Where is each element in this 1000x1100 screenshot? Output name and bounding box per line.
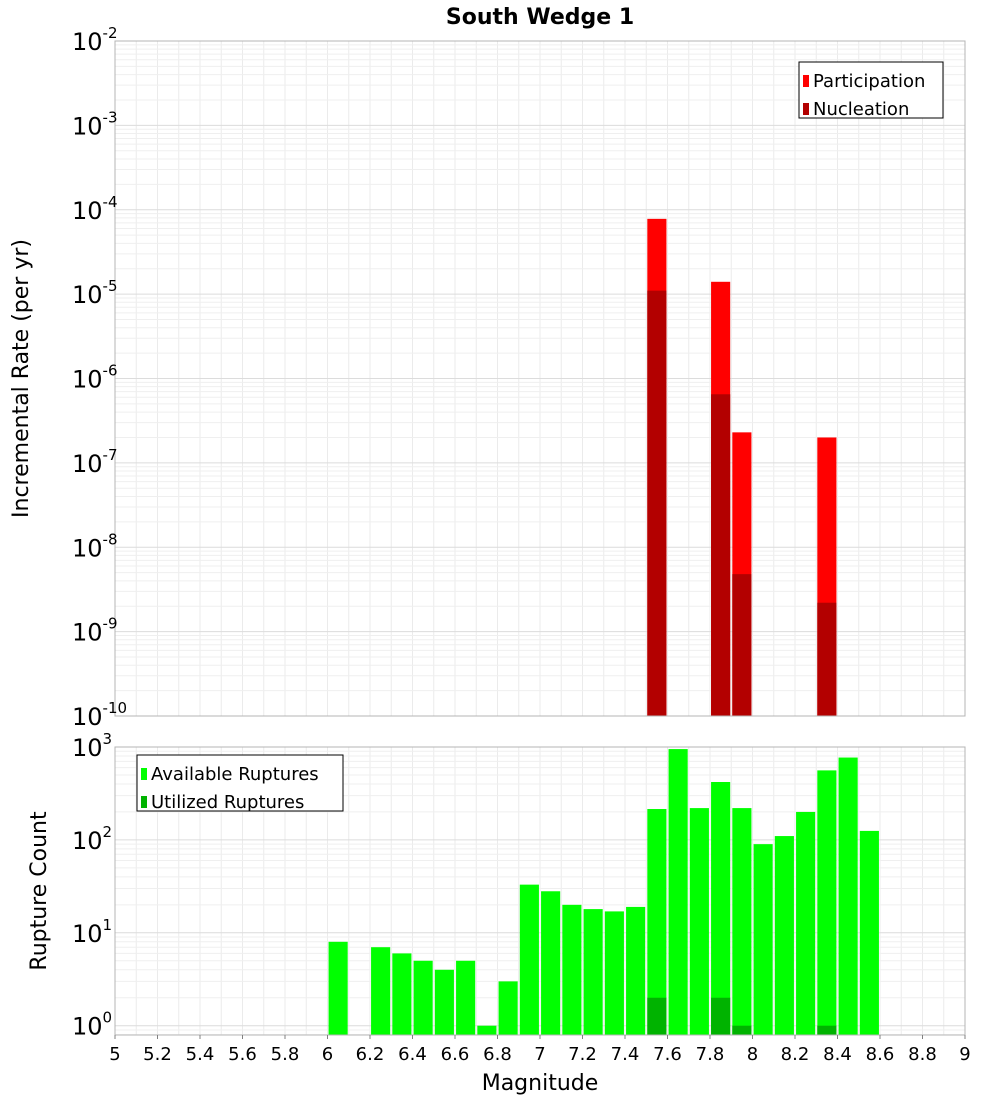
x-tick-label: 6.8 — [483, 1044, 512, 1065]
x-tick-label: 5.6 — [228, 1044, 257, 1065]
x-tick-label: 7 — [534, 1044, 545, 1065]
y-tick-label: 102 — [72, 823, 112, 855]
bar-available-ruptures — [434, 969, 454, 1035]
legend-label: Utilized Ruptures — [151, 792, 304, 813]
y-tick-label: 10-6 — [72, 362, 118, 394]
bar-available-ruptures — [541, 891, 561, 1035]
bar-nucleation — [647, 290, 667, 716]
x-tick-label: 6.6 — [441, 1044, 470, 1065]
plot-frame — [114, 40, 966, 717]
legend-box — [798, 61, 944, 119]
legend-label: Nucleation — [813, 99, 909, 120]
bar-available-ruptures — [562, 904, 582, 1035]
bar-available-ruptures — [498, 981, 518, 1035]
bar-available-ruptures — [371, 947, 391, 1035]
bar-utilized-ruptures — [647, 997, 667, 1035]
y-tick-label: 10-9 — [72, 615, 118, 647]
y-tick-label: 10-3 — [72, 108, 118, 140]
y-axis-label: Rupture Count — [27, 811, 52, 971]
bar-available-ruptures — [392, 953, 412, 1035]
legend: Available Ruptures Utilized Ruptures — [136, 754, 344, 813]
y-tick-label: 10-4 — [72, 193, 118, 225]
bar-nucleation — [817, 602, 837, 716]
bar-nucleation — [732, 574, 752, 716]
bar-available-ruptures — [732, 808, 752, 1035]
bar-available-ruptures — [519, 884, 539, 1035]
legend-label: Participation — [813, 71, 925, 92]
x-tick-label: 7.8 — [696, 1044, 725, 1065]
x-tick-label: 6.4 — [398, 1044, 427, 1065]
x-tick-label: 9 — [959, 1044, 970, 1065]
bar-utilized-ruptures — [711, 997, 731, 1035]
x-tick-label: 6.2 — [356, 1044, 385, 1065]
bar-available-ruptures — [668, 749, 688, 1035]
legend: Participation Nucleation — [798, 61, 944, 120]
legend-swatch — [803, 75, 809, 87]
bar-available-ruptures — [604, 911, 624, 1035]
y-tick-label: 10-7 — [72, 446, 118, 478]
legend-label: Available Ruptures — [151, 764, 319, 785]
legend-box — [136, 754, 344, 812]
chart-panel-1: 10-10 10-9 10-8 10-7 10-6 10-5 10-4 10-3 10-2 Inc… — [9, 5, 966, 731]
x-tick-label: 7.6 — [653, 1044, 682, 1065]
x-tick-label: 7.4 — [611, 1044, 640, 1065]
x-tick-label: 6 — [322, 1044, 333, 1065]
x-tick-label: 8.8 — [908, 1044, 937, 1065]
y-tick-label: 100 — [72, 1009, 112, 1041]
bar-available-ruptures — [583, 909, 603, 1035]
chart-title: South Wedge 1 — [446, 5, 634, 30]
x-tick-label: 5.4 — [186, 1044, 215, 1065]
y-tick-label: 10-5 — [72, 277, 118, 309]
y-tick-label: 10-10 — [72, 699, 127, 731]
y-tick-label: 103 — [72, 730, 112, 762]
bar-available-ruptures — [817, 770, 837, 1035]
y-tick-label: 101 — [72, 916, 112, 948]
bar-available-ruptures — [859, 830, 879, 1035]
bar-available-ruptures — [753, 844, 773, 1035]
bar-available-ruptures — [647, 809, 667, 1035]
x-tick-label: 5.2 — [143, 1044, 172, 1065]
y-axis-label: Incremental Rate (per yr) — [9, 239, 34, 518]
x-tick-label: 8.2 — [781, 1044, 810, 1065]
bar-nucleation — [711, 394, 731, 716]
bar-utilized-ruptures — [817, 1025, 837, 1035]
bar-available-ruptures — [838, 757, 858, 1035]
bar-available-ruptures — [477, 1025, 497, 1035]
legend-swatch — [803, 103, 809, 115]
x-tick-label: 8 — [747, 1044, 758, 1065]
x-axis-label: Magnitude — [482, 1071, 599, 1096]
bar-available-ruptures — [626, 906, 646, 1035]
legend-swatch — [141, 768, 147, 780]
bar-available-ruptures — [711, 782, 731, 1035]
x-tick-label: 5 — [109, 1044, 120, 1065]
legend-swatch — [141, 796, 147, 808]
chart-panel-2: 100 101 102 103 Rupture Count 5 5.2 5.4 5.6 5.8 6 6… — [27, 730, 971, 1096]
y-tick-label: 10-2 — [72, 24, 118, 56]
x-tick-label: 8.6 — [866, 1044, 895, 1065]
bar-available-ruptures — [774, 836, 794, 1035]
x-tick-label: 8.4 — [823, 1044, 852, 1065]
bar-available-ruptures — [413, 960, 433, 1035]
y-tick-label: 10-8 — [72, 530, 118, 562]
x-tick-label: 5.8 — [271, 1044, 300, 1065]
bar-utilized-ruptures — [732, 1025, 752, 1035]
bar-available-ruptures — [689, 808, 709, 1035]
bar-available-ruptures — [456, 960, 476, 1035]
x-tick-label: 7.2 — [568, 1044, 597, 1065]
bar-available-ruptures — [328, 941, 348, 1035]
bar-available-ruptures — [796, 811, 816, 1035]
